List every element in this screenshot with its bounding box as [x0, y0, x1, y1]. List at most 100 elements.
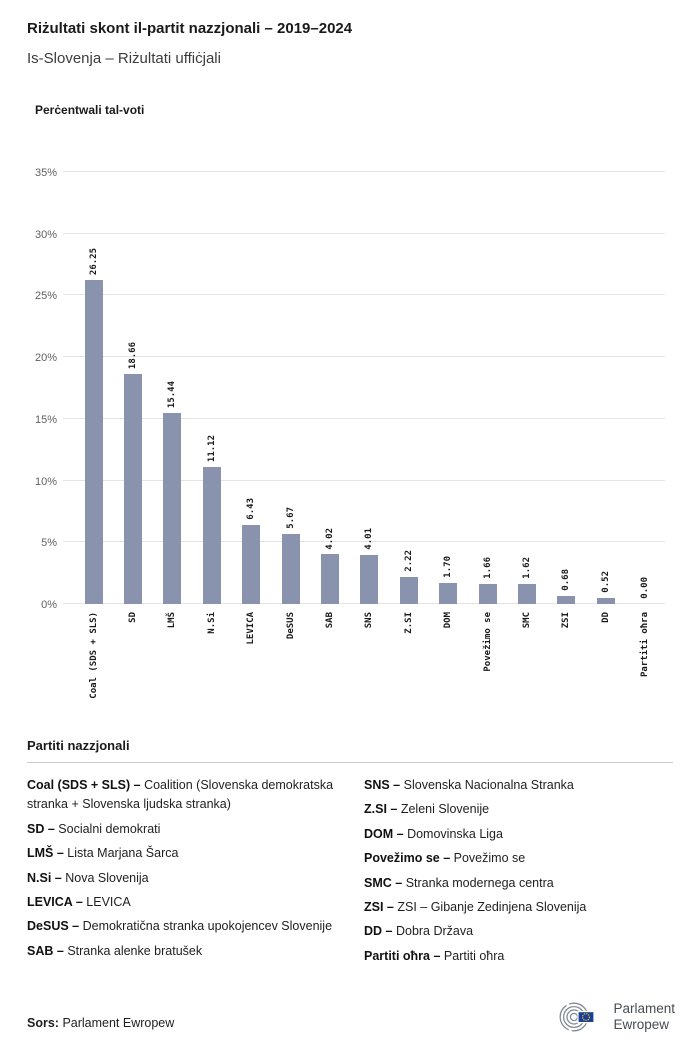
legend-item: N.Si – Nova Slovenija	[27, 869, 336, 888]
legend-item-abbr: Partiti oħra –	[364, 948, 441, 963]
x-axis-category-label: DeSUS	[285, 612, 296, 640]
bar-value-label: 0.52	[600, 570, 611, 593]
legend-item-name: Dobra Država	[395, 924, 474, 939]
legend-item: DD – Dobra Država	[364, 922, 673, 941]
x-axis-category-label: N.Si	[206, 612, 217, 634]
legend-item-abbr: LMŠ –	[27, 846, 64, 861]
bar-column: 11.12 N.Si	[192, 172, 231, 634]
x-axis-category-label: SD	[128, 612, 139, 623]
legend-item: Z.SI – Zeleni Slovenije	[364, 800, 673, 819]
page-title: Riżultati skont il-partit nazzjonali – 2…	[27, 20, 353, 37]
ep-logo-line2: Ewropew	[613, 1017, 669, 1032]
ep-logo: Parlament Ewropew	[558, 1000, 675, 1034]
x-axis-category-label: DOM	[443, 612, 454, 629]
y-axis-tick-label: 20%	[34, 352, 57, 365]
bar-column: 15.44 LMŠ	[153, 172, 192, 628]
bar	[399, 576, 418, 604]
bar-column: 0.52 DD	[586, 172, 625, 623]
bar	[163, 413, 182, 604]
source-value: Parlament Ewropew	[62, 1016, 175, 1030]
y-axis-tick-label: 35%	[34, 167, 57, 179]
bar	[360, 554, 379, 604]
legend-item-name: Lista Marjana Šarca	[67, 846, 179, 861]
x-axis-category-label: Coal (SDS + SLS)	[88, 612, 99, 699]
legend-item-abbr: LEVICA –	[27, 894, 83, 909]
legend-item-abbr: N.Si –	[27, 870, 62, 885]
legend-item: SAB – Stranka alenke bratušek	[27, 942, 336, 961]
legend-item-abbr: Coal (SDS + SLS) –	[27, 778, 141, 792]
bar-column: 4.02 SAB	[310, 172, 349, 628]
gridline	[63, 541, 665, 543]
legend-item-abbr: DOM –	[364, 826, 404, 841]
y-axis-tick-label: 10%	[34, 475, 57, 488]
bar-column: 26.25 Coal (SDS + SLS)	[74, 172, 113, 699]
x-axis-category-label: DD	[600, 612, 611, 623]
bar-column: 1.66 Povežimo se	[468, 172, 507, 672]
legend-item-abbr: SD –	[27, 821, 55, 836]
y-axis-tick-label: 0%	[41, 599, 57, 611]
legend-item-abbr: Z.SI –	[364, 802, 398, 817]
legend-columns: Coal (SDS + SLS) – Coalition (Slovenska …	[27, 763, 673, 971]
bar-column: 2.22 Z.SI	[389, 172, 428, 634]
ep-logo-text: Parlament Ewropew	[613, 1001, 675, 1033]
gridline	[63, 479, 665, 481]
legend-item: LEVICA – LEVICA	[27, 893, 336, 912]
eu-flag	[577, 1011, 596, 1024]
legend-item-name: Stranka alenke bratušek	[67, 943, 203, 958]
bar	[202, 466, 221, 604]
bar-chart: 0% 5% 10% 15% 20% 25% 30% 35% 26.25 Coal (SDS + S…	[27, 117, 673, 716]
bar-value-label: 11.12	[206, 434, 217, 462]
bar	[439, 583, 458, 604]
bar-value-label: 6.43	[246, 497, 257, 520]
bar-value-label: 0.68	[561, 568, 572, 591]
legend-item: Partiti oħra – Partiti oħra	[364, 947, 673, 966]
legend-item-name: Coalition (Slovenska demokratska stranka…	[27, 778, 334, 812]
x-axis-category-label: SNS	[364, 612, 375, 629]
legend-item: Povežimo se – Povežimo se	[364, 849, 673, 868]
legend-item-abbr: SMC –	[364, 875, 403, 890]
legend-item-name: Socialni demokrati	[58, 821, 161, 836]
legend-item-name: Demokratična stranka upokojencev Sloveni…	[82, 919, 333, 934]
bar	[557, 595, 576, 604]
bar-column: 0.00 Partiti oħra	[626, 172, 665, 677]
legend-item-name: Partiti oħra	[443, 948, 505, 963]
bar-value-label: 2.22	[403, 549, 414, 572]
bar-value-label: 0.00	[640, 577, 651, 599]
bar-value-label: 5.67	[285, 507, 296, 530]
legend-section: Partiti nazzjonali Coal (SDS + SLS) – Co…	[27, 738, 673, 971]
bar-value-label: 1.70	[443, 556, 454, 579]
legend-item: DeSUS – Demokratična stranka upokojencev…	[27, 917, 336, 936]
bar-value-label: 1.62	[522, 557, 533, 580]
chart-title: Perċentwali tal-voti	[35, 103, 145, 117]
legend-item-abbr: DeSUS –	[27, 919, 80, 934]
bar-value-label: 4.01	[364, 527, 375, 550]
legend-item-abbr: SNS –	[364, 778, 401, 792]
bar-column: 6.43 LEVICA	[232, 172, 271, 645]
y-axis-tick-label: 30%	[34, 228, 57, 241]
bar-value-label: 1.66	[482, 556, 493, 579]
bar-column: 1.62 SMC	[507, 172, 546, 628]
legend-item-name: LEVICA	[86, 894, 131, 909]
bar	[281, 534, 300, 604]
y-axis-tick-label: 5%	[41, 537, 57, 550]
gridline	[63, 232, 665, 234]
legend-item-name: Zeleni Slovenije	[400, 802, 490, 817]
legend-item-name: Slovenska Nacionalna Stranka	[403, 778, 574, 792]
legend-item-abbr: Povežimo se –	[364, 851, 451, 866]
source-label: Sors:	[27, 1016, 59, 1030]
x-axis-category-label: LEVICA	[246, 612, 257, 645]
legend-column: Coal (SDS + SLS) – Coalition (Slovenska …	[27, 776, 336, 971]
legend-item: SNS – Slovenska Nacionalna Stranka	[364, 776, 673, 795]
legend-item-abbr: ZSI –	[364, 899, 394, 914]
legend-item-abbr: SAB –	[27, 943, 64, 958]
x-axis-category-label: SMC	[522, 612, 533, 629]
gridline	[63, 294, 665, 296]
eu-flag-stars	[582, 1013, 591, 1022]
legend-item: Coal (SDS + SLS) – Coalition (Slovenska …	[27, 776, 336, 815]
x-axis-category-label: LMŠ	[167, 612, 178, 629]
bar-column: 5.67 DeSUS	[271, 172, 310, 639]
y-axis-tick-label: 25%	[34, 290, 57, 303]
legend-item: LMŠ – Lista Marjana Šarca	[27, 844, 336, 863]
page-subtitle: Is-Slovenja – Riżultati uffiċjali	[27, 50, 221, 67]
